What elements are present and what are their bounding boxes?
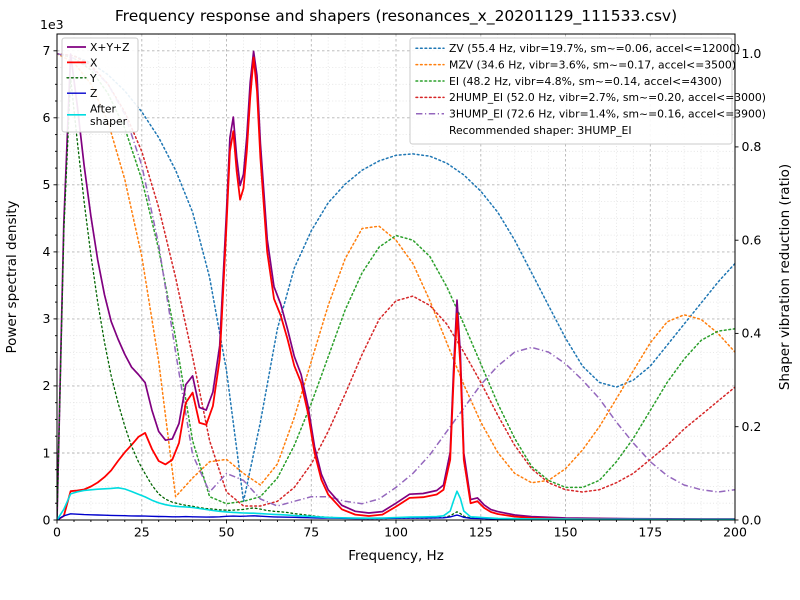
x-tick-label: 200 bbox=[723, 525, 747, 540]
curve-y bbox=[57, 76, 735, 520]
legend-label-z: Z bbox=[90, 87, 97, 100]
chart-title: Frequency response and shapers (resonanc… bbox=[115, 7, 677, 26]
curve-zv bbox=[57, 52, 735, 503]
y-left-tick-label: 1 bbox=[43, 445, 51, 460]
legend-label-after-shaper: After bbox=[90, 103, 116, 116]
curves bbox=[57, 50, 735, 520]
x-tick-label: 50 bbox=[219, 525, 235, 540]
curve-3hump-ei bbox=[57, 52, 735, 507]
y-axis-label-left: Power spectral density bbox=[4, 200, 20, 353]
curve-ei bbox=[57, 52, 735, 505]
y-left-tick-label: 5 bbox=[43, 177, 51, 192]
legend-label-after-shaper: shaper bbox=[90, 115, 128, 128]
y-left-tick-label: 2 bbox=[43, 378, 51, 393]
legend-note-recommended-shaper: Recommended shaper: 3HUMP_EI bbox=[449, 124, 632, 137]
y-left-tick-label: 0 bbox=[43, 512, 51, 527]
x-tick-label: 0 bbox=[53, 525, 61, 540]
x-axis-label: Frequency, Hz bbox=[348, 548, 444, 564]
axis-ticks: 0 25 50 75 100 125 150 175 200 0 1 2 3 4 5 6 7 0.0 0.2 0.4 0… bbox=[43, 43, 762, 539]
x-tick-label: 150 bbox=[554, 525, 578, 540]
x-tick-label: 125 bbox=[469, 525, 493, 540]
curve-mzv bbox=[57, 52, 735, 498]
y-right-tick-label: 0.2 bbox=[742, 419, 762, 434]
x-tick-label: 100 bbox=[384, 525, 408, 540]
y-left-tick-label: 6 bbox=[43, 110, 51, 125]
curve-z bbox=[57, 513, 735, 520]
curve-after-shaper bbox=[57, 487, 735, 520]
legend-label-2hump-ei: 2HUMP_EI (52.0 Hz, vibr=2.7%, sm~=0.20, … bbox=[449, 91, 766, 104]
y-right-tick-label: 0.0 bbox=[742, 512, 762, 527]
legend-label-xyz: X+Y+Z bbox=[90, 41, 129, 54]
legend-label-y: Y bbox=[89, 72, 97, 85]
y-right-tick-label: 1.0 bbox=[742, 46, 762, 61]
y-left-tick-label: 4 bbox=[43, 244, 51, 259]
y-left-tick-label: 3 bbox=[43, 311, 51, 326]
x-tick-label: 25 bbox=[134, 525, 150, 540]
y-axis-label-right: Shaper vibration reduction (ratio) bbox=[777, 164, 793, 390]
y-left-tick-label: 7 bbox=[43, 43, 51, 58]
legend-label-ei: EI (48.2 Hz, vibr=4.8%, sm~=0.14, accel<… bbox=[449, 75, 722, 88]
legend-label-3hump-ei: 3HUMP_EI (72.6 Hz, vibr=1.4%, sm~=0.16, … bbox=[449, 108, 766, 121]
curve-2hump-ei bbox=[57, 52, 735, 507]
x-tick-label: 75 bbox=[303, 525, 319, 540]
legend-label-mzv: MZV (34.6 Hz, vibr=3.6%, sm~=0.17, accel… bbox=[449, 58, 736, 71]
y-right-tick-label: 0.8 bbox=[742, 139, 762, 154]
y-right-tick-label: 0.6 bbox=[742, 233, 762, 248]
legend-label-x: X bbox=[90, 56, 98, 69]
y-axis-offset-text: 1e3 bbox=[40, 17, 64, 32]
legend-label-zv: ZV (55.4 Hz, vibr=19.7%, sm~=0.06, accel… bbox=[449, 42, 740, 55]
x-tick-label: 175 bbox=[638, 525, 662, 540]
y-right-tick-label: 0.4 bbox=[742, 326, 762, 341]
legend-right-box bbox=[409, 37, 733, 145]
curve-x bbox=[57, 56, 735, 520]
